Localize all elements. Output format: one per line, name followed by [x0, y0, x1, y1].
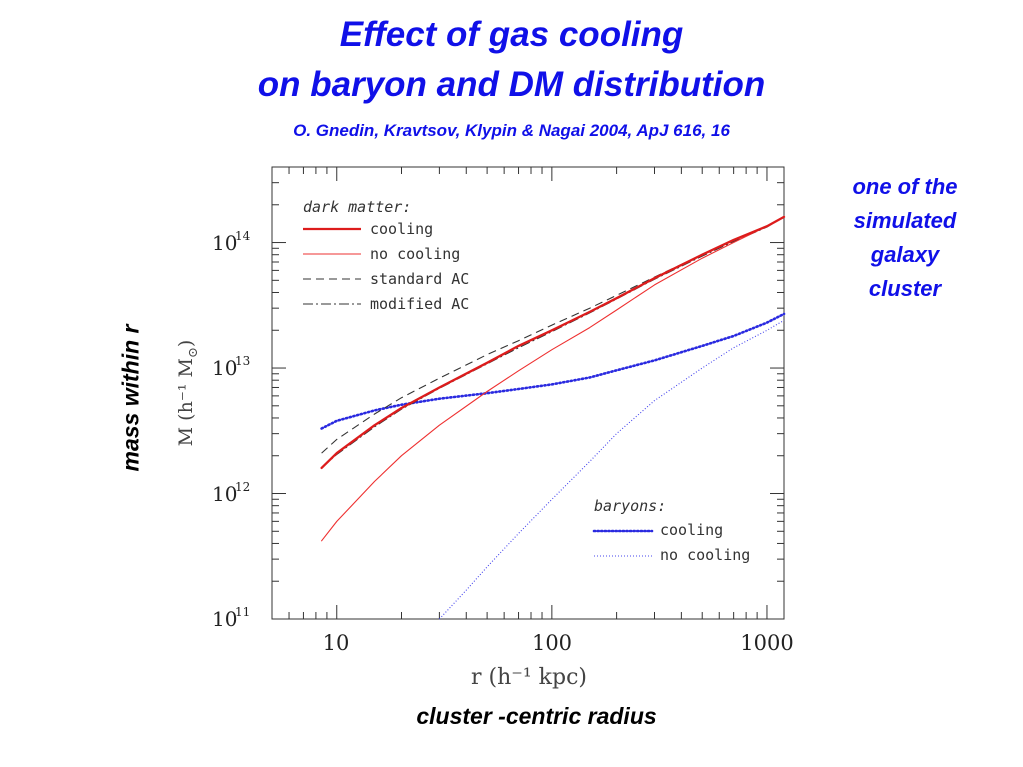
axis-ticks	[271, 166, 784, 620]
baryon-no-cooling-line	[438, 319, 785, 620]
cluster-note: one of the simulated galaxy cluster	[830, 170, 980, 306]
x-axis-label: r (h⁻¹ kpc)	[471, 665, 587, 690]
y-axis-label-sub: ⊙	[186, 347, 201, 358]
dm-standard-ac-line	[321, 216, 785, 454]
svg-text:M (h⁻¹ M⊙): M (h⁻¹ M⊙)	[175, 340, 201, 447]
legend-label: cooling	[660, 521, 723, 539]
note-line: galaxy	[870, 242, 940, 267]
y-axis-label: M (h⁻¹ M⊙)	[175, 340, 201, 447]
dm-modified-ac-line	[321, 216, 785, 469]
y-axis-label-close: )	[175, 340, 197, 347]
legend-entry: modified AC	[303, 295, 469, 313]
citation: O. Gnedin, Kravtsov, Klypin & Nagai 2004…	[293, 121, 730, 140]
y-tick-exponent: 11	[235, 605, 250, 619]
legend-entry: no cooling	[594, 546, 750, 564]
y-tick-base: 10	[212, 231, 237, 255]
x-tick-label: 1000	[740, 631, 793, 655]
y-tick-exponent: 13	[235, 354, 250, 368]
legend-label: no cooling	[660, 546, 750, 564]
y-tick-exponent: 14	[235, 229, 251, 243]
y-tick-base: 10	[212, 356, 237, 380]
legend-entry: cooling	[592, 521, 723, 539]
x-tick-label: 10	[323, 631, 350, 655]
legend-dm-title: dark matter:	[303, 198, 411, 216]
legend-baryon-title: baryons:	[594, 497, 666, 515]
note-line: one of the	[852, 174, 958, 199]
slide-title-line2: on baryon and DM distribution	[257, 65, 766, 104]
legend-entry: cooling	[303, 220, 433, 238]
y-tick-base: 10	[212, 607, 237, 631]
legend-label: modified AC	[370, 295, 469, 313]
note-line: simulated	[853, 208, 957, 233]
legend-label: standard AC	[370, 270, 469, 288]
dm-cooling-line	[320, 215, 786, 470]
y-tick-exponent: 12	[235, 480, 250, 494]
dm-no-cooling-line	[321, 216, 785, 542]
x-caption: cluster -centric radius	[416, 703, 657, 729]
baryon-cooling-line	[320, 312, 786, 430]
plot-frame	[271, 166, 785, 620]
slide-title-line1: Effect of gas cooling	[339, 15, 684, 54]
series-layer	[320, 215, 786, 620]
legend-entry: standard AC	[303, 270, 469, 288]
legend-label: cooling	[370, 220, 433, 238]
y-axis-label-main: M (h⁻¹ M	[175, 358, 197, 446]
y-tick-label: 10 14	[212, 229, 251, 255]
y-tick-label: 10 12	[212, 480, 250, 506]
x-tick-label: 100	[532, 631, 572, 655]
y-tick-base: 10	[212, 482, 237, 506]
legend-label: no cooling	[370, 245, 460, 263]
y-tick-label: 10 11	[212, 605, 250, 631]
y-tick-label: 10 13	[212, 354, 250, 380]
note-line: cluster	[868, 276, 942, 301]
legend-entry: no cooling	[303, 245, 460, 263]
